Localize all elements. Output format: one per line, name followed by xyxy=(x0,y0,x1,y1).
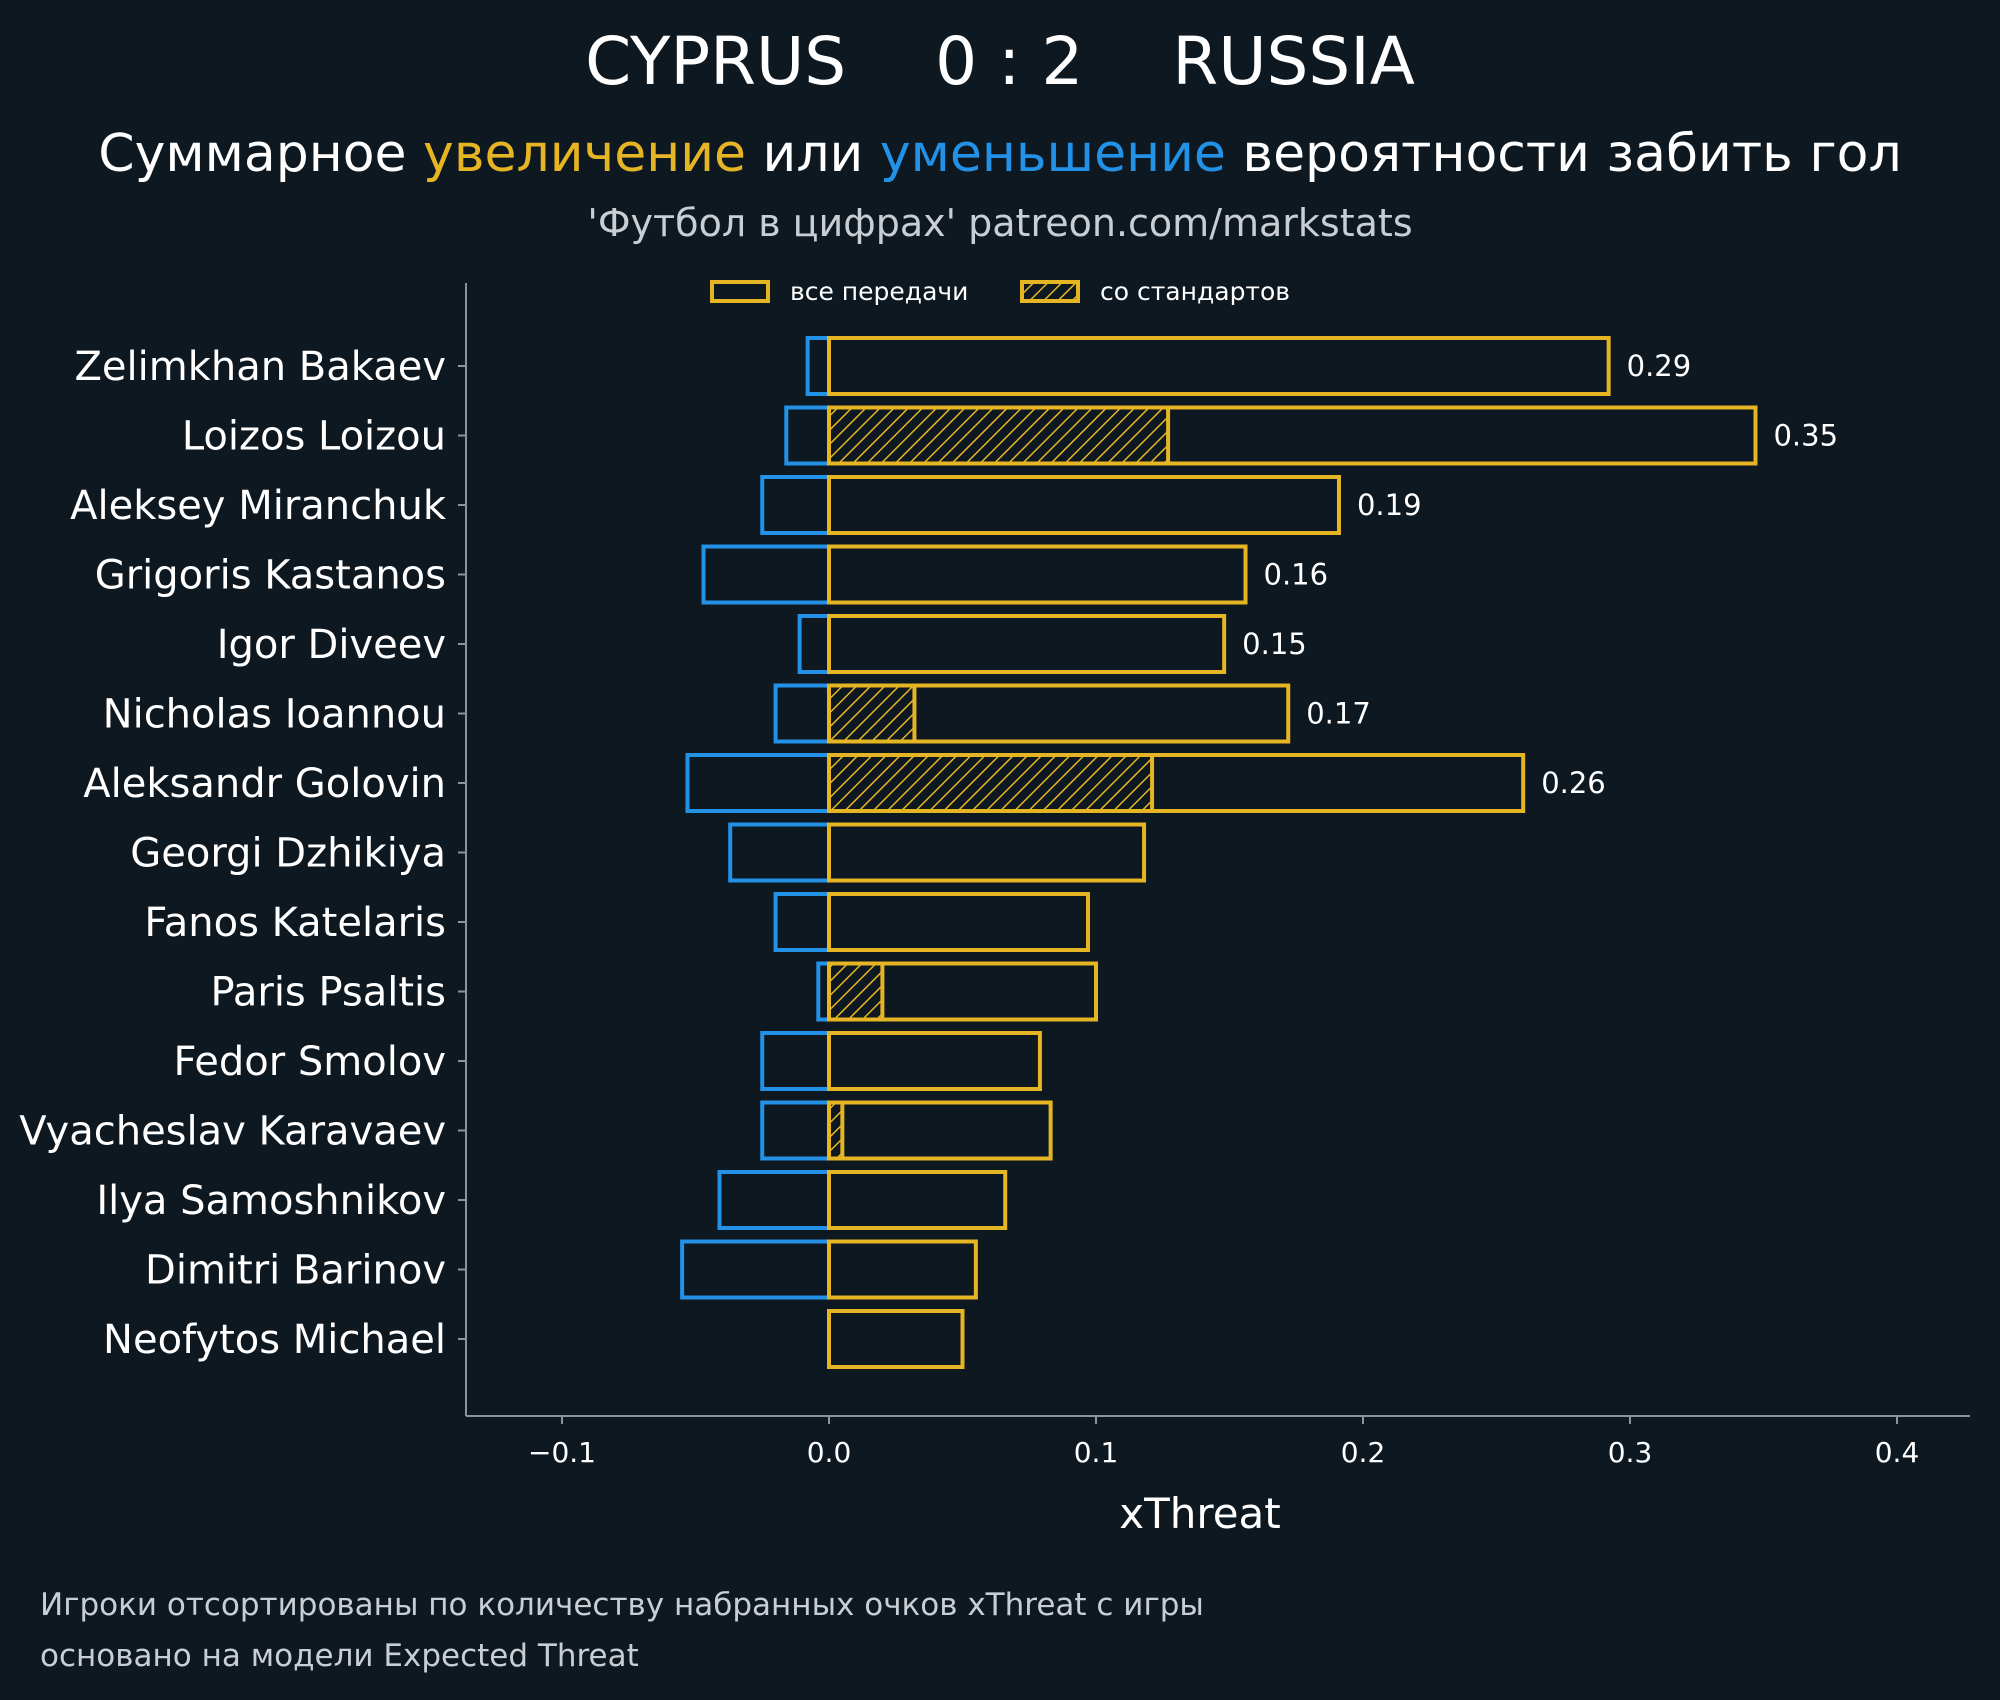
increase-bar xyxy=(827,336,1611,396)
increase-bar xyxy=(827,683,1291,744)
legend-all-passes-swatch xyxy=(710,280,770,303)
increase-bar xyxy=(827,544,1248,605)
set-piece-bar xyxy=(827,683,917,744)
player-label: Neofytos Michael xyxy=(103,1317,446,1363)
decrease-bar xyxy=(760,1031,831,1091)
increase-bar xyxy=(827,1100,1053,1161)
decrease-bar xyxy=(760,475,831,535)
set-piece-bar xyxy=(827,1100,845,1161)
value-label: 0.15 xyxy=(1242,627,1307,661)
subtitle-part-3: вероятности забить гол xyxy=(1226,124,1902,184)
player-label: Aleksandr Golovin xyxy=(83,761,446,807)
player-label: Nicholas Ioannou xyxy=(103,692,446,738)
decrease-bar xyxy=(773,892,831,952)
footnote-line-2: основано на модели Expected Threat xyxy=(40,1638,639,1674)
set-piece-bar xyxy=(827,753,1155,813)
subtitle-part-2: или xyxy=(746,124,880,184)
x-tick-label: −0.1 xyxy=(528,1436,596,1469)
decrease-bar xyxy=(797,614,832,674)
value-label: 0.29 xyxy=(1627,349,1692,383)
x-tick-label: 0.4 xyxy=(1875,1436,1920,1469)
player-label: Fanos Katelaris xyxy=(144,900,446,946)
x-ticks: −0.1 0.0 0.1 0.2 0.3 0.4 xyxy=(528,1416,1919,1469)
player-label: Dimitri Barinov xyxy=(145,1248,446,1294)
home-team: CYPRUS xyxy=(585,23,846,100)
value-label: 0.35 xyxy=(1773,419,1838,453)
chart-subtitle: Суммарное увеличение или уменьшение веро… xyxy=(98,124,1901,184)
decrease-bar xyxy=(728,822,832,883)
away-team: RUSSIA xyxy=(1172,23,1415,100)
x-axis-label: xThreat xyxy=(1119,1489,1281,1538)
player-label: Ilya Samoshnikov xyxy=(96,1178,446,1224)
set-piece-bar xyxy=(827,405,1171,466)
subtitle-decrease: уменьшение xyxy=(880,124,1226,184)
increase-bar xyxy=(827,1031,1042,1091)
increase-bar xyxy=(827,614,1227,674)
increase-bar xyxy=(827,822,1147,883)
increase-bar xyxy=(827,1239,978,1300)
player-label: Georgi Dzhikiya xyxy=(130,831,446,877)
player-label: Igor Diveev xyxy=(217,622,446,668)
player-label: Fedor Smolov xyxy=(173,1039,446,1085)
y-ticks: Zelimkhan Bakaev Loizos Loizou Aleksey Mir… xyxy=(19,344,466,1363)
decrease-bar xyxy=(685,753,831,813)
value-label: 0.17 xyxy=(1306,697,1371,731)
increase-bar xyxy=(827,753,1526,813)
player-label: Paris Psaltis xyxy=(211,970,446,1016)
value-label: 0.19 xyxy=(1357,488,1422,522)
x-tick-label: 0.0 xyxy=(807,1436,852,1469)
decrease-bar xyxy=(784,405,832,466)
player-label: Grigoris Kastanos xyxy=(95,553,446,599)
subtitle-part-1: Суммарное xyxy=(98,124,423,184)
legend-set-pieces-label: со стандартов xyxy=(1100,277,1290,306)
value-label: 0.26 xyxy=(1541,766,1606,800)
decrease-bar xyxy=(805,336,832,396)
player-label: Loizos Loizou xyxy=(182,414,446,460)
player-label: Vyacheslav Karavaev xyxy=(19,1109,446,1155)
legend-all-passes-label: все передачи xyxy=(790,277,968,306)
set-piece-bar xyxy=(827,961,885,1022)
increase-bar xyxy=(827,1170,1008,1230)
increase-bar xyxy=(827,475,1341,535)
source-credit: 'Футбол в цифрах' patreon.com/markstats xyxy=(587,201,1412,245)
player-label: Aleksey Miranchuk xyxy=(70,483,447,529)
increase-bar xyxy=(827,892,1090,952)
x-tick-label: 0.3 xyxy=(1608,1436,1653,1469)
legend-set-pieces-swatch xyxy=(1020,280,1080,303)
player-label: Zelimkhan Bakaev xyxy=(74,344,446,390)
footnote-line-1: Игроки отсортированы по количеству набра… xyxy=(40,1587,1204,1623)
decrease-bar xyxy=(773,683,831,744)
decrease-bar xyxy=(760,1100,831,1161)
decrease-bar xyxy=(717,1170,832,1230)
decrease-bar xyxy=(680,1239,832,1300)
increase-bar xyxy=(827,1309,965,1369)
x-tick-label: 0.1 xyxy=(1074,1436,1119,1469)
increase-bar xyxy=(827,961,1098,1022)
x-tick-label: 0.2 xyxy=(1341,1436,1386,1469)
increase-bar xyxy=(827,405,1758,466)
legend: все передачи со стандартов xyxy=(710,277,1290,306)
bars-layer: 0.29 0.35 0.19 0.16 0.15 0.17 0.26 xyxy=(680,336,1838,1369)
subtitle-increase: увеличение xyxy=(423,124,746,184)
value-label: 0.16 xyxy=(1264,558,1329,592)
match-title: CYPRUS 0 : 2 RUSSIA xyxy=(585,23,1415,100)
decrease-bar xyxy=(701,544,832,605)
match-score: 0 : 2 xyxy=(935,23,1083,100)
